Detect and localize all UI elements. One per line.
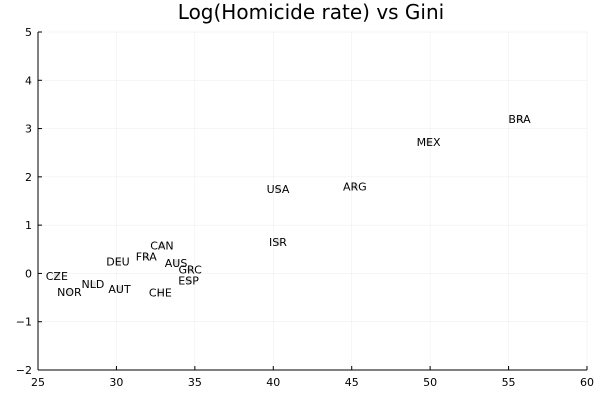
y-tick-label: 1: [25, 219, 32, 232]
data-point: [158, 241, 166, 249]
data-point: [186, 266, 194, 274]
data-point: [142, 253, 150, 261]
y-tick-label: 3: [25, 123, 32, 136]
chart-title: Log(Homicide rate) vs Gini: [178, 0, 444, 24]
x-tick-label: 35: [188, 376, 202, 389]
data-point: [274, 185, 282, 193]
point-label: ESP: [178, 275, 199, 288]
point-label: BRA: [508, 113, 531, 126]
data-point: [89, 280, 97, 288]
axes: [37, 31, 588, 371]
x-tick-label: 60: [580, 376, 594, 389]
y-tick-label: 4: [25, 74, 32, 87]
data-points: [53, 115, 524, 297]
y-tick-label: 2: [25, 171, 32, 184]
data-point: [185, 277, 193, 285]
data-point: [114, 257, 122, 265]
x-tick-label: 25: [31, 376, 45, 389]
y-tick-label: 5: [25, 26, 32, 39]
point-label: ARG: [343, 181, 367, 194]
x-tick-label: 50: [423, 376, 437, 389]
data-point: [65, 288, 73, 296]
point-label: FRA: [136, 251, 158, 264]
point-label: AUT: [108, 283, 131, 296]
data-point: [516, 115, 524, 123]
x-tick-label: 45: [345, 376, 359, 389]
point-label: DEU: [106, 255, 129, 268]
point-label: NOR: [57, 286, 82, 299]
x-tick-label: 55: [502, 376, 516, 389]
x-tick-label: 30: [109, 376, 123, 389]
x-axis-ticks: 25 30 35 40 45 50 55 60: [31, 376, 594, 389]
point-label: CZE: [46, 270, 68, 283]
y-axis-ticks: −2 −1 0 1 2 3 4 5: [16, 26, 32, 377]
data-point: [53, 272, 61, 280]
point-label: ISR: [269, 236, 287, 249]
grid-lines: [37, 31, 588, 371]
data-point: [274, 238, 282, 246]
point-label: CAN: [150, 239, 173, 252]
point-label: AUS: [165, 257, 188, 270]
data-point: [351, 183, 359, 191]
point-label: USA: [267, 183, 290, 196]
point-label: MEX: [417, 136, 441, 149]
point-label: CHE: [149, 287, 172, 300]
point-label: GRC: [178, 264, 202, 277]
data-point: [425, 138, 433, 146]
x-tick-label: 40: [266, 376, 280, 389]
y-tick-label: −1: [16, 316, 32, 329]
y-tick-label: 0: [25, 267, 32, 280]
point-label: NLD: [81, 278, 104, 291]
data-point: [116, 285, 124, 293]
data-point: [172, 259, 180, 267]
y-tick-label: −2: [16, 364, 32, 377]
data-point: [156, 289, 164, 297]
